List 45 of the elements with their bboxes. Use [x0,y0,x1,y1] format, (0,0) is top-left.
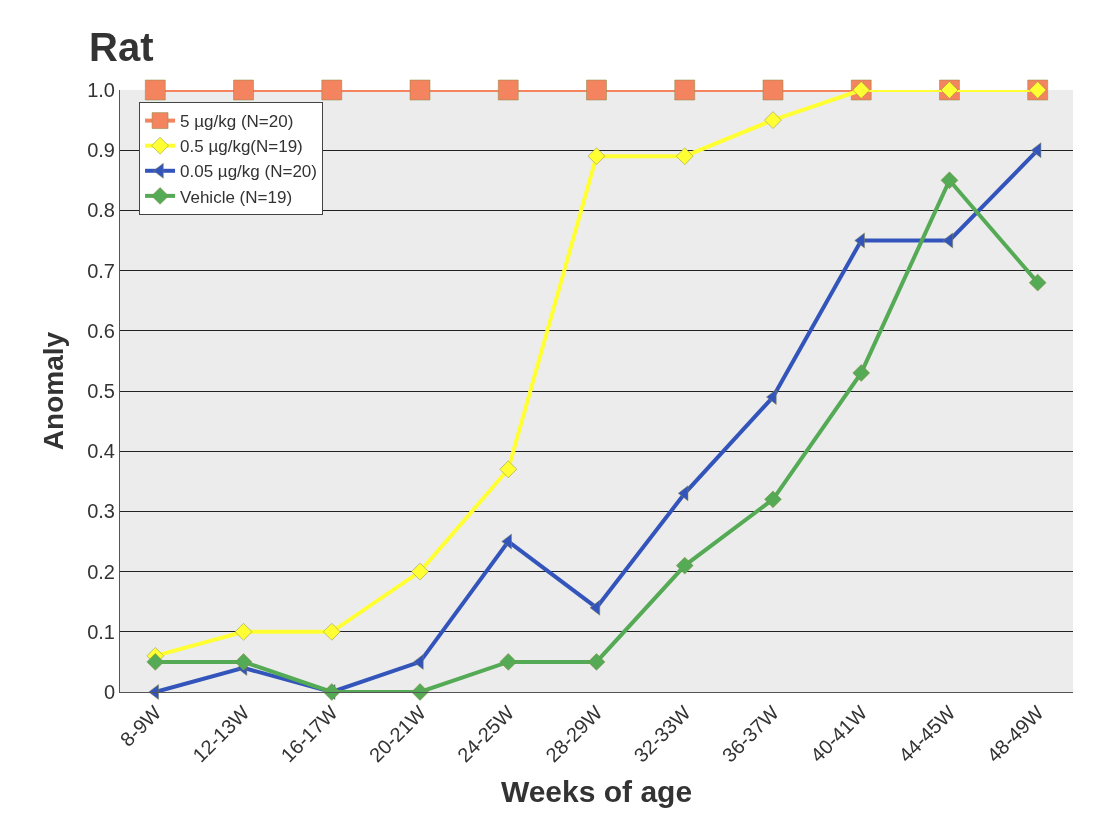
point [321,79,343,101]
point [411,683,429,701]
point [940,171,959,189]
legend-label: 0.5 µg/kg(N=19) [180,137,303,157]
point [762,79,784,101]
y-tick-label: 0.9 [87,139,115,162]
legend-label: Vehicle (N=19) [180,187,293,207]
chart-title: Rat [89,25,154,70]
y-tick-label: 0.5 [87,380,115,402]
point [764,111,782,129]
point [852,364,870,382]
point [499,460,517,478]
point [498,79,519,101]
point [409,79,431,101]
point [764,490,782,509]
y-tick-label: 0 [103,681,115,703]
point [676,556,694,575]
point [234,653,253,671]
point [587,653,606,671]
point [234,623,253,641]
point [1029,273,1047,292]
y-tick-label: 0.7 [87,259,115,282]
y-tick-label: 0.6 [87,319,115,342]
point [676,147,694,165]
y-tick-label: 0.2 [87,560,115,583]
point [674,79,695,101]
y-tick-label: 1.0 [87,79,115,101]
point [677,485,689,502]
point [499,653,517,671]
point [587,147,606,165]
point [323,623,341,641]
y-axis-title: Anomaly [37,331,69,451]
point [1030,142,1042,158]
point [146,653,164,671]
y-tick-label: 0.4 [87,440,115,463]
point [411,562,429,581]
point [233,79,254,101]
y-tick-label: 0.3 [87,500,115,523]
x-axis-title: Weeks of age [500,774,693,808]
y-tick-label: 0.8 [87,199,115,222]
point [145,79,166,101]
point [586,79,607,101]
y-tick-label: 0.1 [87,620,115,643]
legend-label: 5 µg/kg (N=20) [180,112,294,132]
legend-label: 0.05 µg/kg (N=20) [180,162,317,182]
